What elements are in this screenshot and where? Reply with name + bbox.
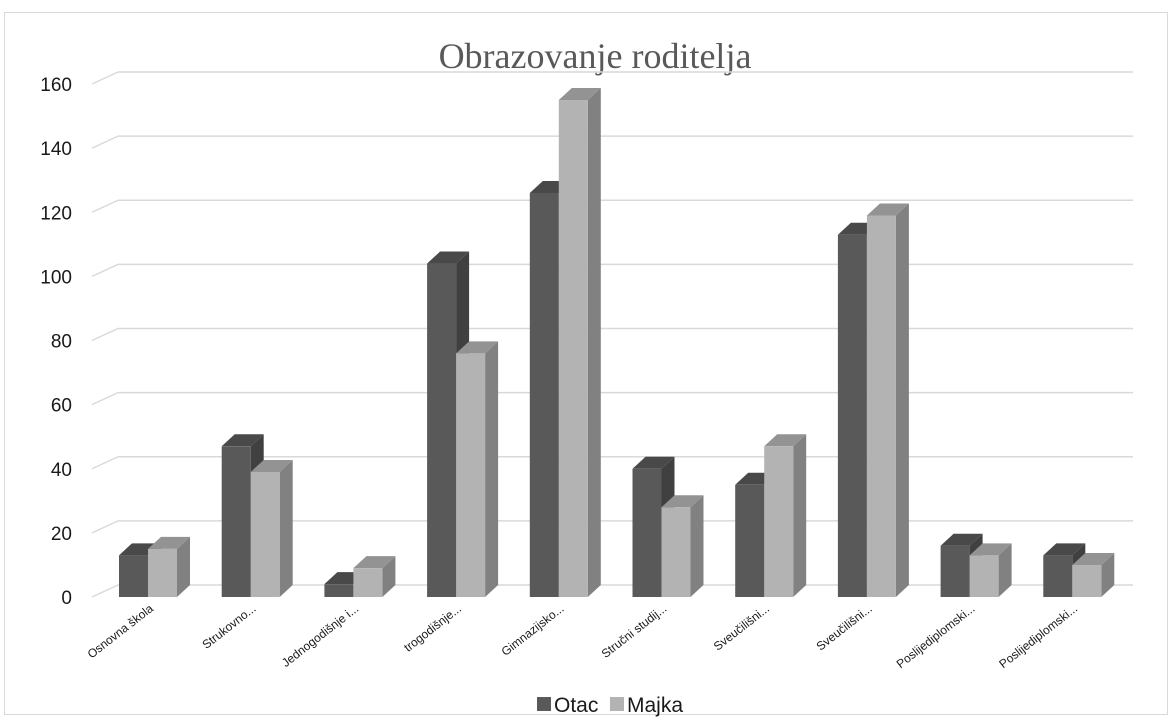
gridline-slant <box>91 391 119 406</box>
gridline-slant <box>91 584 119 598</box>
x-tick-label: Sveučilišni... <box>711 601 772 653</box>
bar-majka <box>250 459 293 597</box>
y-tick-label: 140 <box>40 139 72 160</box>
y-tick-label: 160 <box>40 75 72 96</box>
legend-swatch <box>537 697 551 711</box>
bar-front <box>661 507 691 597</box>
bar-front <box>324 584 354 597</box>
y-tick-label: 100 <box>40 267 72 288</box>
bar-top <box>661 495 704 508</box>
bar-front <box>427 263 457 597</box>
bar-side <box>382 556 396 597</box>
bar-top <box>221 434 264 447</box>
bar-majka <box>661 495 704 597</box>
y-tick-label: 120 <box>40 203 72 224</box>
chart-title: Obrazovanje roditelja <box>439 36 752 76</box>
bar-side <box>895 203 909 598</box>
y-tick-label: 40 <box>51 460 72 481</box>
bar-side <box>690 495 704 597</box>
bar-front <box>1072 564 1102 597</box>
gridline-slant <box>91 520 119 534</box>
gridline-slant <box>91 71 119 85</box>
bar-front <box>837 234 867 597</box>
gridline-slant <box>91 199 119 213</box>
bar-top <box>1043 543 1086 556</box>
bar-majka <box>764 434 807 597</box>
y-tick-label: 0 <box>61 588 72 609</box>
bar-top <box>427 251 470 264</box>
gridline-slant <box>91 456 119 470</box>
bar-front <box>866 215 896 598</box>
y-axis-labels: 0 20 40 60 80 100 120 140 160 <box>40 75 72 609</box>
x-tick-label: trogodišnje... <box>401 601 464 654</box>
bar-majka <box>148 536 190 597</box>
bar-side <box>998 543 1012 597</box>
bar-front <box>735 484 765 597</box>
legend-label: Majka <box>627 694 683 717</box>
y-tick-label: 60 <box>51 396 72 417</box>
y-tick-label: 80 <box>51 332 72 353</box>
bars <box>119 88 1115 598</box>
x-tick-label: Poslijediplomski... <box>894 601 978 671</box>
bar-majka <box>866 203 909 598</box>
bar-top <box>940 533 983 546</box>
bar-majka <box>456 341 499 597</box>
bar-majka <box>1072 552 1115 597</box>
bar-front <box>456 353 486 597</box>
bar-front <box>632 468 662 597</box>
bar-side <box>793 434 807 597</box>
gridline-slant <box>91 135 119 149</box>
y-tick-label: 20 <box>51 524 72 545</box>
legend-label: Otac <box>554 694 598 717</box>
bar-top <box>148 536 190 549</box>
bar-top <box>866 203 909 216</box>
x-tick-label: Sveučilišni... <box>814 601 875 653</box>
bar-front <box>764 446 794 597</box>
bar-side <box>485 341 499 597</box>
bar-front <box>353 568 383 597</box>
bar-top <box>558 88 601 101</box>
x-tick-label: Stručni studij... <box>599 601 670 660</box>
x-tick-label: Jednogodišnje i... <box>279 601 361 670</box>
bar-side <box>1101 552 1115 597</box>
bar-front <box>969 555 999 597</box>
legend-swatch <box>610 697 624 711</box>
x-tick-label: Strukovno... <box>199 601 258 651</box>
x-tick-label: Poslijediplomski... <box>996 601 1080 671</box>
bar-front <box>558 100 588 597</box>
gridline-slant <box>91 327 119 342</box>
bar-top <box>353 556 396 569</box>
bar-front <box>529 193 559 597</box>
bar-majka <box>353 556 396 597</box>
bar-side <box>587 88 601 597</box>
bar-front <box>148 548 177 597</box>
bar-top <box>1072 552 1115 565</box>
bar-front <box>221 446 251 597</box>
legend: Otac Majka <box>537 694 683 717</box>
gridline-slant <box>91 263 119 278</box>
bar-front <box>1043 555 1073 597</box>
bar-front <box>940 545 970 597</box>
x-tick-label: Osnovna škola <box>85 601 156 661</box>
bar-front <box>250 471 280 597</box>
bar-top <box>456 341 499 354</box>
x-axis-labels: Osnovna škola Strukovno... Jednogodišnje i… <box>85 601 1080 671</box>
bar-top <box>969 543 1012 556</box>
bar-front <box>119 555 148 597</box>
bar-side <box>177 536 190 597</box>
bar-majka <box>558 88 601 597</box>
x-tick-label: Gimnazijsko... <box>499 601 567 658</box>
bar-majka <box>969 543 1012 597</box>
bar-top <box>764 434 807 447</box>
bar-side <box>279 459 293 597</box>
bar-top <box>250 459 293 472</box>
bar-top <box>632 456 675 469</box>
